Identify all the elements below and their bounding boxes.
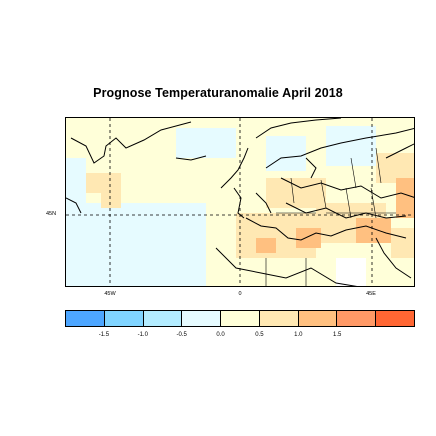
colorbar-cell — [66, 311, 105, 326]
colorbar-tick-label: 0.5 — [255, 332, 264, 338]
lon-label-0: 0 — [238, 291, 242, 297]
anomaly-field — [66, 118, 414, 286]
colorbar-cell — [104, 311, 144, 326]
graticule — [66, 118, 414, 286]
colorbar-cell — [376, 311, 415, 326]
colorbar-cell — [182, 311, 222, 326]
chart-title: Prognose Temperaturanomalie April 2018 — [93, 86, 343, 100]
colorbar — [65, 310, 415, 327]
colorbar-tick-label: -1.5 — [98, 332, 110, 338]
coastlines — [66, 118, 414, 286]
map-canvas — [66, 118, 414, 286]
colorbar-cell — [143, 311, 183, 326]
country-borders — [265, 147, 396, 286]
lon-label-45w: 45W — [104, 291, 116, 297]
colorbar-cell — [298, 311, 338, 326]
colorbar-tick-label: -0.5 — [176, 332, 187, 338]
colorbar-tick-label: 1.5 — [333, 332, 342, 338]
colorbar-cell — [259, 311, 299, 326]
lon-label-45e: 45E — [366, 291, 376, 297]
colorbar-cell — [337, 311, 377, 326]
colorbar-tick-label: -1.0 — [137, 332, 148, 338]
anomaly-map — [65, 117, 415, 287]
colorbar-cell — [221, 311, 260, 326]
colorbar-tick-label: 0.0 — [216, 332, 225, 338]
lat-label-45n: 45N — [46, 211, 57, 217]
colorbar-tick-label: 1.0 — [294, 332, 303, 338]
